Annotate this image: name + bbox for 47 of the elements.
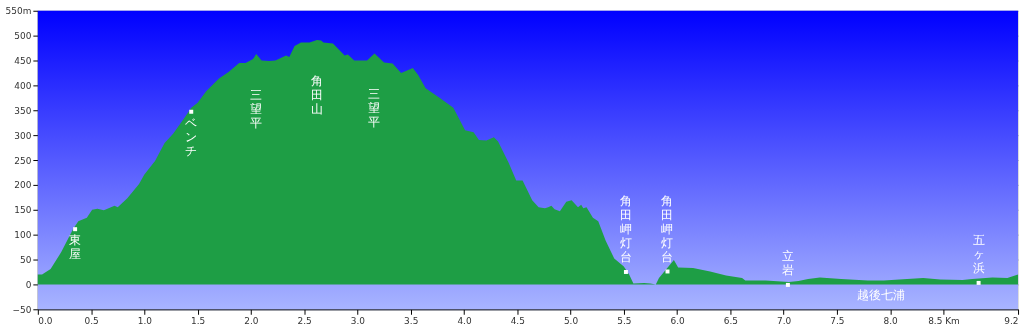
x-tick-label: 4.0 bbox=[457, 315, 472, 326]
annotation: 角田岬灯台 bbox=[661, 193, 674, 264]
x-tick-label: 1.5 bbox=[191, 315, 206, 326]
annotation: ベンチ bbox=[185, 115, 198, 158]
x-tick-label: 0.0 bbox=[38, 315, 53, 326]
y-tick-label: 150 bbox=[14, 205, 32, 216]
y-tick-label: 500 bbox=[14, 31, 32, 42]
x-tick-label: 0.5 bbox=[84, 315, 99, 326]
y-tick-label: 50 bbox=[19, 255, 32, 266]
x-tick-label: 5.0 bbox=[563, 315, 579, 326]
y-tick-label: 400 bbox=[14, 80, 32, 91]
point bbox=[785, 282, 790, 287]
annotation: 越後七浦 bbox=[856, 288, 905, 303]
y-tick-label: 200 bbox=[14, 180, 32, 191]
point bbox=[189, 109, 194, 114]
y-tick-label: 550m bbox=[5, 6, 32, 17]
y-tick-label: 350 bbox=[14, 105, 32, 116]
annotation: 立岩 bbox=[781, 249, 794, 277]
x-tick-label: 2.5 bbox=[297, 315, 312, 326]
x-tick-label: 4.5 bbox=[510, 315, 525, 326]
y-tick-label: 450 bbox=[14, 55, 32, 66]
point bbox=[623, 269, 628, 274]
x-tick-label: 8.5 Km bbox=[928, 315, 960, 326]
x-tick-label: 6.5 bbox=[723, 315, 738, 326]
x-tick-label: 7.0 bbox=[777, 315, 792, 326]
x-tick-label: 3.0 bbox=[350, 315, 366, 326]
y-tick-label: 300 bbox=[14, 130, 32, 141]
x-tick-label: 9.2 bbox=[1004, 315, 1019, 326]
annotation: 三望平 bbox=[368, 87, 381, 130]
point bbox=[73, 227, 78, 232]
annotation: 角田岬灯台 bbox=[619, 194, 632, 265]
y-tick-label: 250 bbox=[14, 155, 32, 166]
x-tick-label: 3.5 bbox=[404, 315, 419, 326]
annotation: 角田山 bbox=[310, 73, 323, 116]
annotation: 東屋 bbox=[69, 233, 82, 262]
y-tick-label: 0 bbox=[25, 279, 32, 290]
x-tick-label: 5.5 bbox=[617, 315, 632, 326]
x-tick-label: 8.0 bbox=[883, 315, 899, 326]
point bbox=[976, 280, 981, 285]
annotation: 五ヶ浜 bbox=[972, 233, 985, 275]
x-tick-label: 2.0 bbox=[244, 315, 259, 326]
x-tick-label: 7.5 bbox=[830, 315, 845, 326]
y-tick-label: −50 bbox=[12, 304, 32, 315]
y-tick-label: 100 bbox=[14, 230, 32, 241]
x-tick-label: 6.0 bbox=[670, 315, 685, 326]
annotation: 三望平 bbox=[250, 87, 263, 130]
x-tick-label: 1.0 bbox=[137, 315, 153, 326]
